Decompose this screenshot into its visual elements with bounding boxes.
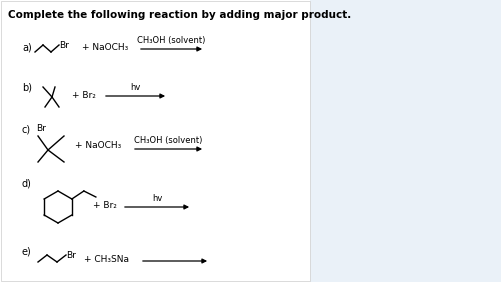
Text: hv: hv bbox=[151, 194, 162, 203]
Text: + NaOCH₃: + NaOCH₃ bbox=[75, 142, 121, 151]
Text: + Br₂: + Br₂ bbox=[93, 201, 117, 210]
Text: + Br₂: + Br₂ bbox=[72, 91, 96, 100]
Text: d): d) bbox=[22, 178, 32, 188]
Text: + NaOCH₃: + NaOCH₃ bbox=[82, 43, 128, 52]
Text: hv: hv bbox=[130, 83, 140, 92]
Text: CH₃OH (solvent): CH₃OH (solvent) bbox=[137, 36, 205, 45]
Text: Br: Br bbox=[59, 41, 69, 50]
Text: Complete the following reaction by adding major product.: Complete the following reaction by addin… bbox=[8, 10, 351, 20]
Bar bbox=[1, 1, 310, 281]
Text: Br: Br bbox=[66, 250, 76, 259]
Text: c): c) bbox=[22, 125, 31, 135]
Text: Br: Br bbox=[36, 124, 46, 133]
Bar bbox=[310, 0, 501, 282]
Text: e): e) bbox=[22, 247, 32, 257]
Text: a): a) bbox=[22, 42, 32, 52]
Text: b): b) bbox=[22, 82, 32, 92]
Text: + CH₃SNa: + CH₃SNa bbox=[84, 254, 129, 263]
Text: CH₃OH (solvent): CH₃OH (solvent) bbox=[134, 136, 202, 145]
